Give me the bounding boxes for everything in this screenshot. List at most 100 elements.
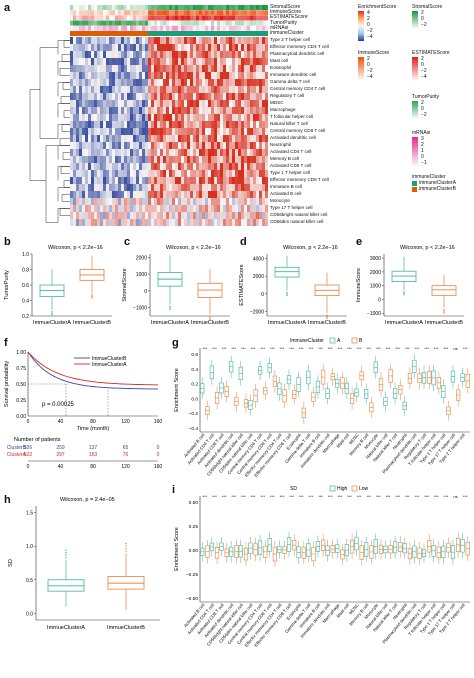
heatmap-cell	[106, 114, 110, 122]
heatmap-cell	[160, 51, 164, 59]
heatmap-cell	[139, 79, 143, 87]
annotation-cell	[223, 5, 227, 10]
heatmap-cell	[199, 58, 203, 66]
heatmap-cell	[85, 177, 89, 185]
heatmap-cell	[166, 184, 170, 192]
annotation-cell	[262, 20, 266, 26]
heatmap-cell	[151, 205, 155, 213]
heatmap-cell	[208, 142, 212, 150]
annotation-cell	[229, 15, 233, 21]
heatmap-cell	[244, 128, 248, 136]
heatmap-cell	[202, 51, 206, 59]
y-tick-label: 4000	[253, 256, 264, 262]
heatmap-cell	[73, 65, 77, 73]
heatmap-cell	[139, 170, 143, 178]
annotation-cell	[190, 10, 194, 16]
y-tick-label: 0	[144, 289, 147, 295]
heatmap-cell	[223, 93, 227, 101]
heatmap-cell	[262, 205, 266, 213]
annotation-cell	[163, 5, 167, 10]
heatmap-cell	[151, 121, 155, 129]
heatmap-cell	[202, 114, 206, 122]
heatmap-cell	[175, 198, 179, 206]
heatmap-cell	[202, 163, 206, 171]
heatmap-cell	[109, 170, 113, 178]
annotation-cell	[145, 15, 149, 21]
heatmap-cell	[139, 198, 143, 206]
heatmap-cell	[112, 37, 116, 45]
heatmap-cell	[85, 79, 89, 87]
heatmap-cell	[217, 65, 221, 73]
risk-value: 526	[24, 445, 33, 451]
heatmap-cell	[73, 212, 77, 220]
heatmap-cell	[151, 65, 155, 73]
heatmap-cell	[163, 51, 167, 59]
heatmap-cell	[244, 149, 248, 157]
annotation-cell	[73, 20, 77, 26]
heatmap-cell	[124, 149, 128, 157]
heatmap-cell	[253, 212, 257, 220]
heatmap-cell	[238, 170, 242, 178]
heatmap-cell	[214, 72, 218, 80]
heatmap-cell	[208, 135, 212, 143]
annotation-cell	[154, 10, 158, 16]
heatmap-cell	[103, 37, 107, 45]
annotation-cell	[145, 5, 149, 10]
heatmap-cell	[127, 79, 131, 87]
annotation-cell	[76, 31, 80, 36]
heatmap-cell	[91, 79, 95, 87]
heatmap-cell	[169, 170, 173, 178]
annotation-cell	[82, 25, 86, 31]
heatmap-cell	[265, 51, 268, 59]
survival-curve	[27, 351, 159, 386]
heatmap-cell	[160, 79, 164, 87]
significance-mark: ***	[270, 494, 275, 499]
legend-colorbar-1	[412, 11, 418, 29]
heatmap-cell	[217, 135, 221, 143]
heatmap-cell	[214, 86, 218, 94]
heatmap-cell	[88, 37, 92, 45]
significance-mark: ***	[386, 494, 391, 499]
heatmap-cell	[199, 72, 203, 80]
heatmap-cell	[253, 37, 257, 45]
heatmap-row-label: Effector memeory CD8 T cell	[270, 177, 329, 182]
risk-value: 137	[89, 445, 98, 451]
heatmap-cell	[244, 184, 248, 192]
annotation-cell	[151, 31, 155, 36]
annotation-cell	[79, 31, 83, 36]
heatmap-cell	[154, 212, 158, 220]
outlier-point	[91, 295, 93, 297]
outlier-point	[403, 292, 405, 295]
annotation-cell	[265, 25, 268, 31]
x-tick-label: ImmueClusterA	[47, 625, 85, 631]
heatmap-cell	[172, 51, 176, 59]
y-axis-label: Enrichment Score	[174, 527, 180, 571]
heatmap-cell	[127, 163, 131, 171]
heatmap-cell	[190, 177, 194, 185]
heatmap-cell	[70, 86, 74, 94]
heatmap-cell	[112, 114, 116, 122]
annotation-cell	[205, 10, 209, 16]
heatmap-cell	[238, 198, 242, 206]
heatmap-cell	[91, 170, 95, 178]
x-tick-label: MDSC	[348, 432, 360, 445]
heatmap-cell	[130, 191, 134, 199]
heatmap-cell	[148, 149, 152, 157]
heatmap-cell	[175, 58, 179, 66]
heatmap-cell	[211, 72, 215, 80]
heatmap-cell	[163, 121, 167, 129]
heatmap-cell	[112, 65, 116, 73]
heatmap-cell	[226, 149, 230, 157]
annotation-cell	[220, 31, 224, 36]
heatmap-cell	[169, 128, 173, 136]
heatmap-cell	[124, 86, 128, 94]
heatmap-cell	[226, 156, 230, 164]
heatmap-cell	[109, 100, 113, 108]
heatmap-cell	[148, 170, 152, 178]
heatmap-cell	[235, 205, 239, 213]
heatmap-cell	[124, 72, 128, 80]
heatmap-cell	[256, 37, 260, 45]
heatmap-cell	[136, 86, 140, 94]
heatmap-cell	[244, 58, 248, 66]
